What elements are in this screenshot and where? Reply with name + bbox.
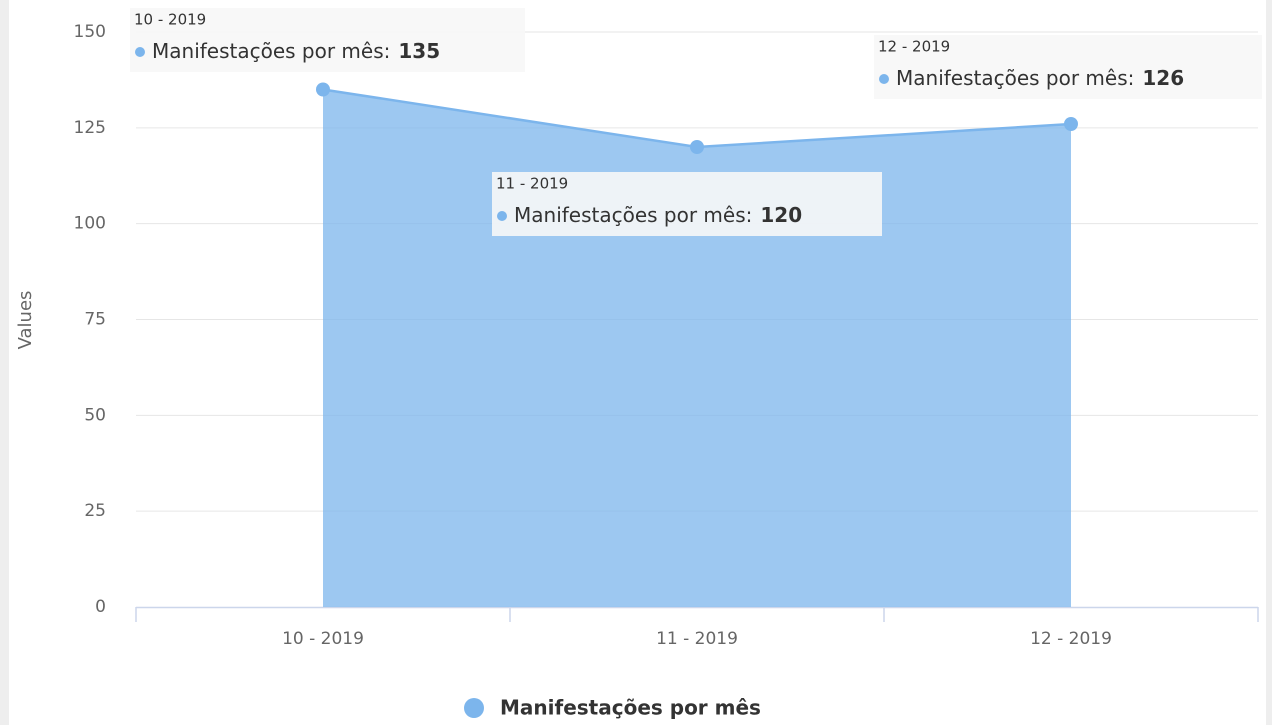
tooltip: 10 - 2019 Manifestações por mês: 135 [130, 8, 525, 72]
legend-symbol [464, 698, 484, 718]
marker [316, 82, 330, 97]
tooltip-dot [879, 74, 889, 84]
tooltip-box [874, 35, 1262, 99]
tooltip-header: 12 - 2019 [878, 38, 950, 56]
y-tick-label: 75 [84, 310, 106, 330]
y-tick-label: 125 [74, 118, 106, 138]
tooltip-value: 126 [1142, 66, 1184, 90]
x-tick-label: 10 - 2019 [282, 629, 364, 649]
tooltip-header: 11 - 2019 [496, 175, 568, 193]
tooltip-label: Manifestações por mês: [152, 39, 390, 63]
tooltip-label: Manifestações por mês: [896, 66, 1134, 90]
y-tick-label: 25 [84, 501, 106, 521]
tooltip-dot [135, 47, 145, 57]
legend-label: Manifestações por mês [500, 696, 761, 720]
y-tick-label: 0 [95, 597, 106, 617]
x-tick-label: 11 - 2019 [656, 629, 738, 649]
tooltip-box [130, 8, 525, 72]
tooltip-text: Manifestações por mês: 126 [896, 66, 1184, 90]
x-tick-label: 12 - 2019 [1030, 629, 1112, 649]
y-axis-title: Values [15, 291, 36, 350]
marker [690, 140, 704, 154]
y-tick-label: 100 [74, 214, 106, 234]
tooltip-value: 135 [398, 39, 440, 63]
tooltip-dot [497, 211, 507, 221]
tooltip: 12 - 2019 Manifestações por mês: 126 [874, 35, 1262, 99]
area [323, 89, 1071, 607]
left-strip [0, 0, 9, 725]
tooltip: 11 - 2019 Manifestações por mês: 120 [492, 172, 882, 236]
marker [1064, 117, 1078, 131]
tooltip-text: Manifestações por mês: 120 [514, 203, 802, 227]
tooltip-header: 10 - 2019 [134, 11, 206, 29]
tooltip-box [492, 172, 882, 236]
tooltip-value: 120 [760, 203, 802, 227]
right-strip [1266, 0, 1272, 725]
y-tick-label: 50 [84, 405, 106, 425]
tooltip-label: Manifestações por mês: [514, 203, 752, 227]
y-tick-label: 150 [74, 22, 106, 42]
tooltip-text: Manifestações por mês: 135 [152, 39, 440, 63]
